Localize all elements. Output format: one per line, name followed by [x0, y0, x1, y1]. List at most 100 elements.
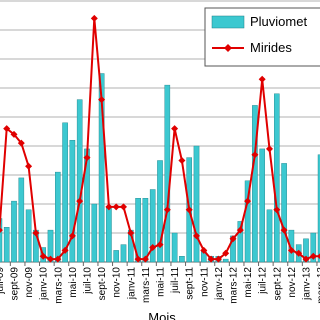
legend-label: Mirides — [250, 40, 292, 55]
bar — [62, 122, 68, 263]
marker — [273, 206, 281, 214]
bar — [179, 256, 185, 263]
bar — [69, 139, 76, 263]
bar — [237, 221, 244, 263]
bar — [310, 232, 317, 263]
bar — [0, 218, 3, 263]
marker — [112, 203, 120, 211]
bar — [98, 73, 105, 263]
marker — [61, 246, 69, 254]
marker — [214, 255, 222, 263]
marker — [17, 139, 25, 147]
legend-swatch — [211, 15, 245, 29]
x-tick-label: nov-09 — [24, 267, 35, 298]
bar — [222, 258, 229, 263]
bar — [281, 163, 287, 263]
x-tick-label: mars-13 — [316, 267, 320, 304]
bar — [157, 160, 163, 263]
bar — [171, 232, 178, 263]
bar — [113, 250, 119, 263]
x-tick-label: mai-12 — [243, 267, 254, 298]
x-tick-label: janv-10 — [39, 267, 50, 301]
x-axis-title: Mois — [148, 310, 176, 320]
marker — [244, 197, 252, 205]
legend: Pluviomet Mirides — [204, 7, 320, 67]
bar — [18, 177, 25, 263]
marker — [0, 227, 3, 233]
marker — [120, 203, 127, 211]
x-tick-label: juil-12 — [258, 267, 269, 295]
bar — [164, 84, 171, 263]
bar — [266, 209, 273, 263]
x-tick-label: sept-09 — [10, 267, 21, 301]
marker — [236, 226, 244, 234]
legend-label: Pluviomet — [250, 14, 307, 29]
bar — [149, 189, 156, 263]
x-tick-label: sept-10 — [97, 267, 108, 301]
marker — [295, 249, 303, 257]
marker — [317, 253, 320, 260]
x-tick-label: nov-11 — [199, 267, 210, 297]
marker — [229, 235, 237, 243]
marker — [258, 75, 266, 83]
marker — [200, 246, 208, 254]
marker — [98, 96, 106, 104]
x-tick-label: janv-13 — [302, 267, 313, 301]
marker — [302, 255, 310, 263]
bar — [3, 226, 10, 263]
marker — [163, 206, 171, 214]
marker — [54, 255, 62, 263]
marker — [280, 226, 288, 234]
x-tick-label: mai-11 — [156, 267, 167, 297]
marker — [222, 249, 230, 257]
marker — [32, 229, 40, 237]
x-tick-label: juil-11 — [170, 267, 181, 294]
x-tick-label: janv-11 — [126, 267, 137, 300]
legend-marker — [224, 44, 232, 52]
marker — [207, 255, 215, 263]
bar — [193, 145, 200, 263]
marker — [76, 197, 84, 205]
bar — [142, 197, 149, 263]
marker — [156, 241, 164, 249]
x-tick-label: juil-10 — [83, 267, 94, 295]
bar — [259, 148, 266, 263]
marker — [185, 206, 193, 214]
marker — [149, 244, 157, 251]
marker — [309, 252, 317, 260]
bar — [91, 203, 98, 263]
bar — [274, 93, 280, 263]
x-tick-label: sept-11 — [185, 267, 196, 300]
bar — [76, 99, 83, 263]
marker — [193, 232, 200, 240]
x-tick-label: nov-10 — [112, 267, 123, 298]
marker — [3, 125, 11, 133]
x-tick-label: mars-10 — [53, 267, 64, 304]
bar — [252, 105, 258, 263]
marker — [251, 151, 259, 159]
bar — [106, 206, 112, 263]
marker — [134, 255, 142, 263]
x-tick-label: sept-12 — [272, 267, 283, 301]
bar — [120, 244, 127, 263]
marker — [178, 157, 186, 164]
marker — [10, 130, 18, 138]
marker — [171, 125, 179, 133]
bar — [11, 200, 17, 263]
marker — [68, 232, 76, 240]
marker — [105, 203, 113, 211]
marker — [127, 229, 135, 237]
marker — [90, 14, 98, 22]
x-tick-label: nov-12 — [287, 267, 298, 298]
bar — [244, 180, 251, 263]
marker — [266, 145, 273, 153]
x-tick-label: janv-12 — [214, 267, 225, 301]
marker — [25, 162, 33, 170]
marker — [47, 255, 54, 263]
marker — [141, 255, 149, 263]
marker — [287, 246, 295, 254]
marker — [39, 252, 47, 260]
x-tick-label: mai-10 — [68, 267, 79, 298]
